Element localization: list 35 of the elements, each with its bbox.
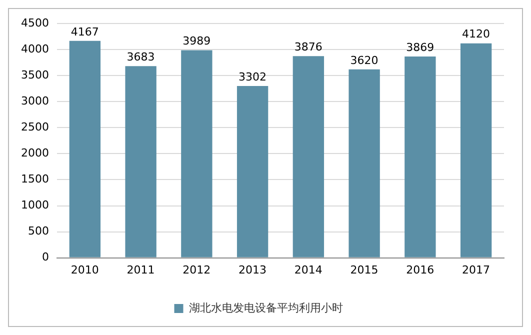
legend-label: 湖北水电发电设备平均利用小时	[188, 301, 343, 314]
x-tick-label: 2015	[350, 263, 378, 276]
y-tick-label: 500	[28, 224, 49, 238]
y-tick-label: 3500	[20, 68, 49, 82]
data-label: 3302	[238, 70, 267, 84]
data-label: 3683	[126, 50, 155, 64]
bar	[460, 43, 492, 258]
data-label: 3876	[294, 40, 322, 54]
bar	[292, 56, 324, 258]
bar	[125, 66, 156, 258]
x-tick-label: 2012	[182, 263, 211, 276]
data-label: 4167	[70, 25, 99, 38]
x-tick-label: 2011	[126, 263, 155, 276]
x-tick-label: 2010	[70, 263, 99, 276]
bar	[348, 69, 380, 258]
bar	[69, 40, 101, 258]
y-tick-label: 2500	[20, 120, 49, 134]
y-tick-label: 0	[42, 250, 49, 264]
data-label: 3869	[406, 40, 434, 54]
y-tick-label: 1500	[20, 172, 49, 186]
y-tick-label: 4500	[20, 16, 49, 30]
data-label: 3989	[182, 34, 211, 48]
y-tick-label: 3000	[20, 94, 49, 108]
x-tick-label: 2017	[462, 263, 490, 276]
y-tick-label: 2000	[20, 146, 49, 160]
y-tick-label: 4000	[20, 42, 49, 56]
y-tick-label: 1000	[20, 198, 49, 212]
bar	[236, 86, 268, 258]
data-label: 3620	[350, 54, 378, 67]
x-tick-label: 2014	[294, 263, 322, 276]
bar	[404, 56, 436, 258]
bar	[181, 50, 212, 258]
x-tick-label: 2013	[238, 263, 267, 276]
x-tick-label: 2016	[406, 263, 434, 276]
data-label: 4120	[462, 28, 490, 41]
